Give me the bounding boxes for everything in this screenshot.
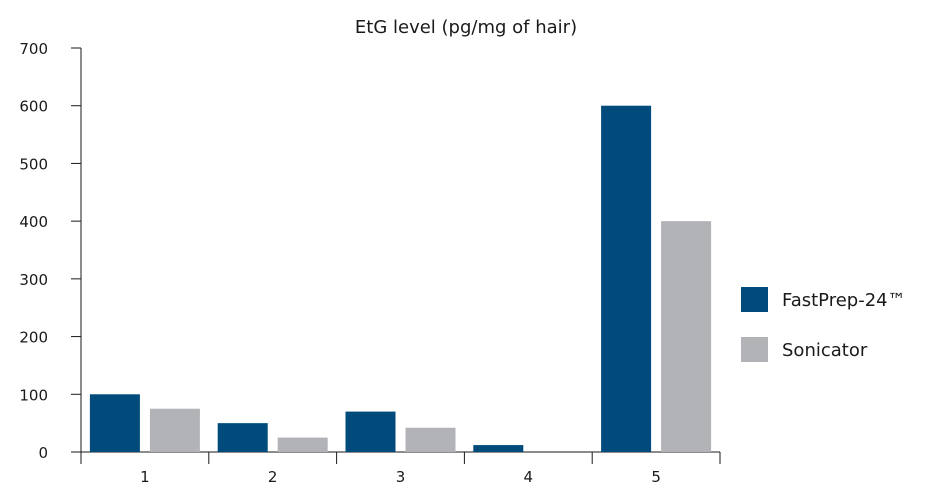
legend-label: FastPrep-24™ <box>782 290 906 311</box>
x-axis: 1 2 3 4 5 <box>80 451 721 486</box>
legend-label: Sonicator <box>782 340 868 361</box>
y-tick-label: 400 <box>19 213 48 231</box>
y-tick-label: 600 <box>19 98 48 116</box>
legend-swatch <box>741 337 768 362</box>
y-tick-label: 200 <box>19 329 48 347</box>
x-tick-label: 2 <box>268 468 278 486</box>
x-tick-label: 5 <box>651 468 661 486</box>
y-tick-label: 700 <box>19 40 48 58</box>
bar-fastprep-3 <box>345 411 396 452</box>
legend: FastPrep-24™ Sonicator <box>741 287 906 362</box>
bars <box>89 105 712 452</box>
bar-fastprep-5 <box>601 105 652 452</box>
bar-fastprep-4 <box>473 445 524 452</box>
x-tick-label: 1 <box>140 468 150 486</box>
y-tick-label: 0 <box>38 444 48 462</box>
x-tick-label: 4 <box>524 468 534 486</box>
y-tick-label: 500 <box>19 155 48 173</box>
bar-fastprep-2 <box>217 423 268 452</box>
y-axis: 0 100 200 300 400 500 600 700 <box>19 40 82 462</box>
x-tick-label: 3 <box>396 468 406 486</box>
bar-sonicator-5 <box>661 221 712 452</box>
bar-sonicator-3 <box>405 427 456 452</box>
bar-fastprep-1 <box>89 394 140 452</box>
legend-swatch <box>741 287 768 312</box>
bar-sonicator-2 <box>277 437 328 452</box>
y-tick-label: 100 <box>19 386 48 404</box>
y-tick-label: 300 <box>19 271 48 289</box>
bar-sonicator-1 <box>149 408 200 452</box>
chart-title: EtG level (pg/mg of hair) <box>355 17 577 38</box>
